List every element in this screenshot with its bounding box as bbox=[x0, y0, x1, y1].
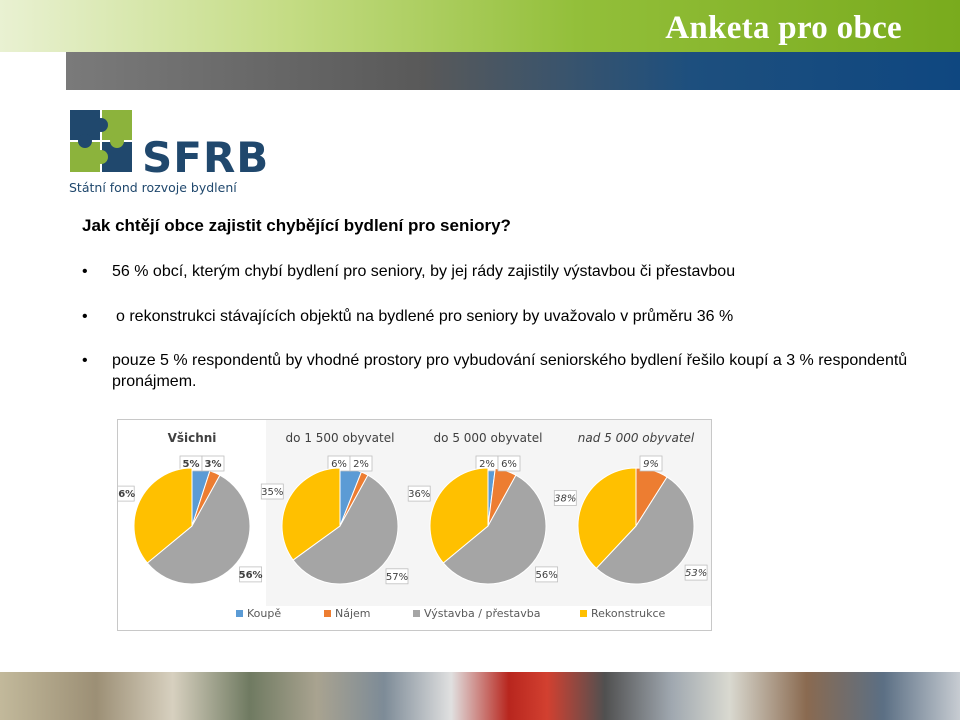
logo-puzzle-knob-4 bbox=[94, 150, 108, 164]
logo-puzzle-knob-3 bbox=[110, 134, 124, 148]
data-label-box bbox=[407, 485, 431, 502]
photo-strip bbox=[0, 672, 960, 720]
data-label: 56% bbox=[239, 570, 263, 581]
legend-label: Koupě bbox=[247, 607, 281, 620]
data-label-box bbox=[349, 455, 373, 472]
legend-label: Nájem bbox=[335, 607, 371, 620]
pie-slice bbox=[429, 467, 489, 564]
legend-label: Rekonstrukce bbox=[591, 607, 666, 620]
pie-slice bbox=[146, 474, 251, 585]
data-label-box bbox=[497, 455, 521, 472]
pie-title: do 5 000 obyvatel bbox=[434, 431, 543, 445]
pie-title: nad 5 000 obyvatel bbox=[578, 431, 695, 445]
title-band bbox=[0, 0, 960, 52]
data-label-box bbox=[553, 490, 577, 506]
data-label: 35% bbox=[261, 487, 283, 498]
data-label: 36% bbox=[408, 489, 430, 500]
data-label: 9% bbox=[643, 459, 659, 470]
data-label: 36% bbox=[118, 489, 135, 500]
pie-slice bbox=[442, 474, 547, 585]
legend-label: Výstavba / přestavba bbox=[424, 607, 541, 620]
bullet-text: pouze 5 % respondentů by vhodné prostory… bbox=[112, 352, 908, 390]
pie-group: do 1 500 obyvatel 6% 2% 57% 35% bbox=[260, 431, 409, 585]
data-label: 2% bbox=[479, 459, 495, 470]
data-label: 3% bbox=[205, 459, 222, 470]
pie-group: do 5 000 obyvatel 2% 6% 56% 36% bbox=[407, 431, 559, 585]
pie-group: Všichni 5% 3% 56% 36% bbox=[111, 431, 263, 585]
data-label-box bbox=[201, 455, 225, 472]
data-label: 6% bbox=[331, 459, 347, 470]
logo-puzzle-knob-1 bbox=[94, 118, 108, 132]
legend-swatch bbox=[236, 610, 243, 617]
data-label-box bbox=[239, 566, 262, 583]
question-heading: Jak chtějí obce zajistit chybějící bydle… bbox=[82, 216, 511, 235]
bullet-icon: • bbox=[82, 308, 88, 325]
legend-swatch bbox=[413, 610, 420, 617]
pie-slice bbox=[281, 467, 341, 561]
pie-group: nad 5 000 obyvatel 9% 53% 38% bbox=[553, 431, 708, 585]
bullet-icon: • bbox=[82, 352, 88, 369]
data-label: 38% bbox=[554, 494, 576, 505]
sfrb-logo bbox=[70, 110, 132, 172]
data-label: 2% bbox=[353, 459, 369, 470]
bullet-text: o rekonstrukci stávajících objektů na by… bbox=[116, 308, 734, 325]
logo-subtitle: Státní fond rozvoje bydlení bbox=[69, 180, 237, 195]
data-label-box bbox=[385, 568, 409, 585]
pie-chart-panel: Všichni 5% 3% 56% 36% do 1 500 obyvatel 6% 2% 57… bbox=[111, 419, 712, 631]
data-label: 6% bbox=[501, 459, 517, 470]
data-label: 5% bbox=[183, 459, 200, 470]
pie-slice bbox=[133, 467, 193, 564]
pie-slice bbox=[577, 467, 637, 569]
pie-title: Všichni bbox=[168, 431, 217, 445]
header-bar bbox=[66, 52, 960, 90]
slide-title: Anketa pro obce bbox=[665, 10, 902, 46]
bullet-text: 56 % obcí, kterým chybí bydlení pro seni… bbox=[112, 263, 736, 280]
data-label: 53% bbox=[685, 568, 707, 579]
pie-title: do 1 500 obyvatel bbox=[286, 431, 395, 445]
data-label-box bbox=[639, 455, 663, 472]
legend-swatch bbox=[324, 610, 331, 617]
pie-charts: Všichni 5% 3% 56% 36% do 1 500 obyvatel 6% 2% 57… bbox=[111, 420, 711, 620]
logo-puzzle-knob-2 bbox=[78, 134, 92, 148]
pie-slice bbox=[292, 474, 399, 585]
data-label: 57% bbox=[386, 572, 408, 583]
pie-slice bbox=[595, 476, 695, 585]
legend-swatch bbox=[580, 610, 587, 617]
data-label-box bbox=[535, 566, 559, 583]
data-label-box bbox=[684, 564, 708, 581]
bullet-icon: • bbox=[82, 263, 88, 280]
data-label-box bbox=[260, 483, 284, 500]
logo-wordmark: SFRB bbox=[142, 133, 270, 182]
data-label: 56% bbox=[535, 570, 557, 581]
